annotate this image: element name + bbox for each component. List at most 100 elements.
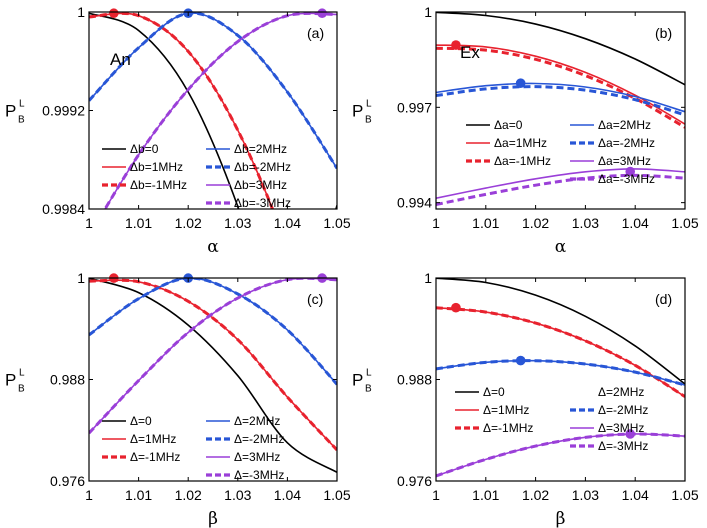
panel-label: (b)	[655, 25, 672, 41]
series-line	[89, 278, 337, 385]
legend-label: Δb=-1MHz	[130, 178, 187, 192]
y-axis-label-sub: B	[18, 114, 25, 125]
legend-label: Δa=3MHz	[598, 154, 651, 168]
series-line	[436, 359, 685, 387]
x-tick-label: 1.03	[572, 487, 599, 503]
legend-label: Δa=0	[494, 118, 523, 132]
legend-label: Δ=-1MHz	[483, 421, 533, 435]
panel-label: (d)	[655, 291, 672, 307]
legend-label: Δ=-3MHz	[234, 468, 284, 482]
x-tick-label: 1.05	[323, 215, 350, 231]
x-tick-label: 1.01	[472, 215, 499, 231]
x-tick-label: 1.04	[622, 215, 649, 231]
legend-label: Δ=0	[483, 385, 505, 399]
x-axis-label: β	[208, 509, 218, 528]
panel-label: (c)	[307, 291, 323, 307]
x-tick-label: 1	[85, 487, 93, 503]
panel-annotation: An	[110, 50, 131, 69]
y-tick-label: 1	[77, 4, 85, 20]
legend-label: Δa=-1MHz	[494, 154, 551, 168]
legend-label: Δ=1MHz	[483, 403, 529, 417]
axes-frame	[435, 11, 686, 210]
panel-a: 1 1.01 1.02 1.03 1.04 1.05 0.9984 0.9992 1 α P BL (a…	[5, 4, 351, 257]
legend-label: Δb=-3MHz	[234, 196, 291, 210]
x-tick-label: 1.03	[572, 215, 599, 231]
x-tick-label: 1.03	[224, 487, 251, 503]
legend-label: Δb=3MHz	[234, 178, 287, 192]
series-line	[436, 278, 685, 385]
x-axis-label: α	[207, 237, 219, 257]
legend: Δ=0 Δ=2MHz Δ=1MHz Δ=-2MHz Δ=-1MHz Δ=3MHz Δ=-3M…	[455, 385, 648, 453]
series-line	[436, 168, 685, 199]
x-tick-label: 1.05	[671, 215, 698, 231]
y-tick-label: 0.988	[397, 372, 432, 388]
legend-label: Δb=-2MHz	[234, 160, 291, 174]
x-tick-label: 1.03	[224, 215, 251, 231]
legend-label: Δ=-1MHz	[130, 450, 180, 464]
peak-marker	[625, 429, 636, 439]
y-axis-label-sup: L	[19, 368, 25, 379]
panel-d: 1 1.01 1.02 1.03 1.04 1.05 0.976 0.988 1 β P BL (d) Δ…	[352, 270, 699, 528]
legend: Δb=0 Δb=2MHz Δb=1MHz Δb=-2MHz Δb=-1MHz Δb=3MH…	[102, 142, 291, 210]
legend-label: Δ=0	[130, 414, 152, 428]
y-tick-label: 1	[424, 270, 432, 286]
x-tick-label: 1.02	[175, 487, 202, 503]
y-tick-label: 1	[424, 4, 432, 20]
series-line	[89, 278, 337, 435]
legend-label: Δa=2MHz	[598, 118, 651, 132]
series-line	[104, 12, 337, 209]
y-axis-label: P	[352, 371, 363, 390]
legend-label: Δ=3MHz	[234, 450, 280, 464]
x-tick-label: 1.02	[522, 487, 549, 503]
y-axis-label-sup: L	[366, 368, 372, 379]
legend-label: Δ=2MHz	[234, 414, 280, 428]
x-tick-label: 1.01	[125, 215, 152, 231]
peak-marker	[451, 40, 461, 50]
y-axis-label: P	[5, 371, 16, 390]
legend-label: Δ=-2MHz	[598, 403, 648, 417]
series-group	[436, 12, 685, 207]
series-line	[436, 46, 685, 129]
panel-annotation: Ex	[460, 43, 480, 62]
x-tick-label: 1.04	[622, 487, 649, 503]
legend-label: Δ=1MHz	[130, 432, 176, 446]
y-axis-label-sup: L	[19, 98, 25, 109]
peak-marker	[515, 78, 526, 88]
y-axis-label-sup: L	[366, 98, 372, 109]
panel-c: 1 1.01 1.02 1.03 1.04 1.05 0.976 0.988 1 β P BL (c) Δ…	[5, 270, 351, 528]
y-tick-label: 0.976	[397, 473, 432, 489]
legend-label: Δ=-2MHz	[234, 432, 284, 446]
panel-label: (a)	[307, 25, 324, 41]
series-line	[436, 82, 685, 113]
x-tick-label: 1.01	[472, 487, 499, 503]
y-tick-label: 0.976	[50, 473, 85, 489]
series-line	[436, 432, 685, 478]
peak-marker	[317, 8, 327, 19]
legend-label: Δa=-2MHz	[598, 136, 655, 150]
legend-label: Δ=2MHz	[598, 385, 644, 399]
series-line	[89, 12, 337, 209]
y-axis-label-sub: B	[365, 384, 372, 395]
legend-label: Δa=-3MHz	[598, 172, 655, 186]
series-line	[89, 12, 337, 170]
y-tick-label: 0.988	[50, 372, 85, 388]
x-axis-label: β	[556, 509, 566, 528]
series-line	[89, 278, 337, 451]
y-axis-label-sub: B	[18, 384, 25, 395]
series-line	[89, 278, 337, 473]
x-tick-label: 1.02	[175, 215, 202, 231]
x-tick-label: 1	[432, 215, 440, 231]
peak-marker	[625, 166, 636, 177]
y-axis-label: P	[352, 101, 363, 120]
y-axis-label-sub: B	[365, 114, 372, 125]
y-tick-label: 1	[77, 270, 85, 286]
x-tick-label: 1.05	[671, 487, 698, 503]
legend-label: Δ=-3MHz	[598, 439, 648, 453]
series-line	[436, 85, 685, 117]
legend-label: Δa=1MHz	[494, 136, 547, 150]
series-line	[436, 306, 685, 398]
legend: Δa=0 Δa=2MHz Δa=1MHz Δa=-2MHz Δa=-1MHz Δa=3MH…	[466, 118, 655, 186]
x-tick-label: 1.04	[274, 215, 301, 231]
x-tick-label: 1.04	[274, 487, 301, 503]
